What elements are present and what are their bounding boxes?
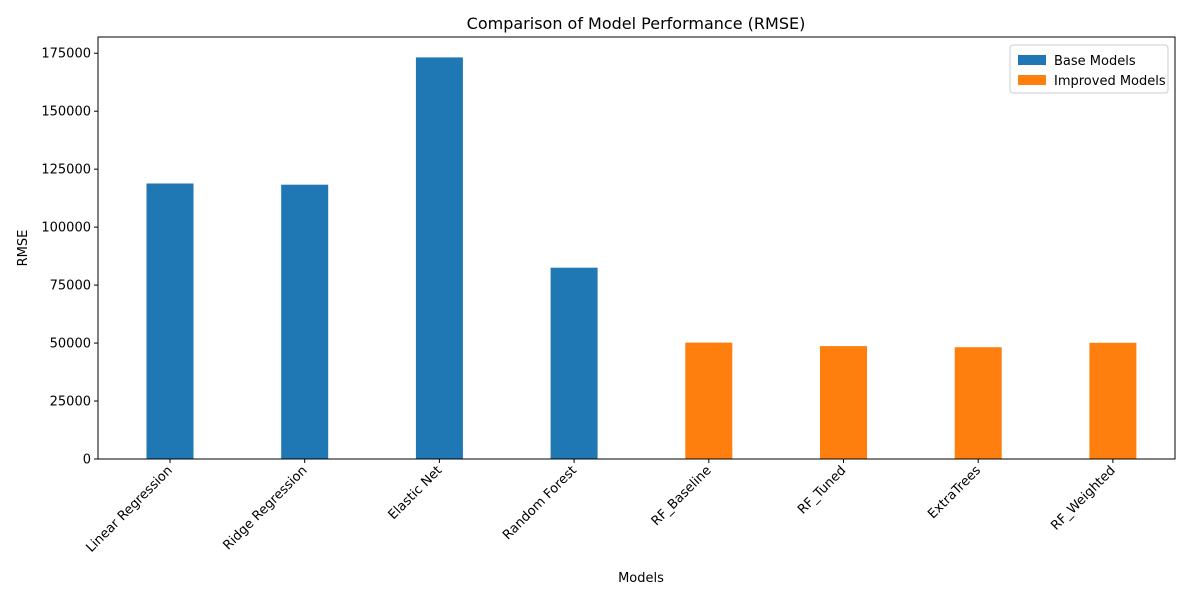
bar-random-forest [550,267,598,459]
y-axis-title: RMSE [16,230,31,267]
chart-title: Comparison of Model Performance (RMSE) [467,14,806,33]
y-tick-label: 100000 [41,221,91,236]
legend-swatch [1018,55,1046,65]
bar-ridge-regression [281,184,329,459]
y-tick-label: 125000 [41,163,91,178]
legend: Base Models Improved Models [1009,44,1169,94]
y-tick-label: 175000 [41,47,91,62]
y-tick-label: 25000 [50,395,91,410]
legend-box [1009,44,1169,94]
bar-elastic-net [415,57,463,460]
legend-swatch [1018,75,1046,85]
y-tick-label: 50000 [50,337,91,352]
bar-rf-weighted [1089,342,1137,459]
bar-rf-baseline [685,342,733,459]
legend-label: Base Models [1054,54,1136,69]
y-axis: 0 25000 50000 75000 100000 125000 150000 175000 [41,47,98,468]
bars-layer [146,57,1137,460]
y-tick-label: 150000 [41,105,91,120]
x-axis-title: Models [618,571,664,586]
bar-extratrees [954,347,1002,459]
bar-linear-regression [146,183,194,459]
y-tick-label: 0 [83,453,91,468]
y-tick-label: 75000 [50,279,91,294]
bar-rf-tuned [820,346,867,459]
plot-frame [97,36,1176,460]
legend-label: Improved Models [1054,74,1166,89]
